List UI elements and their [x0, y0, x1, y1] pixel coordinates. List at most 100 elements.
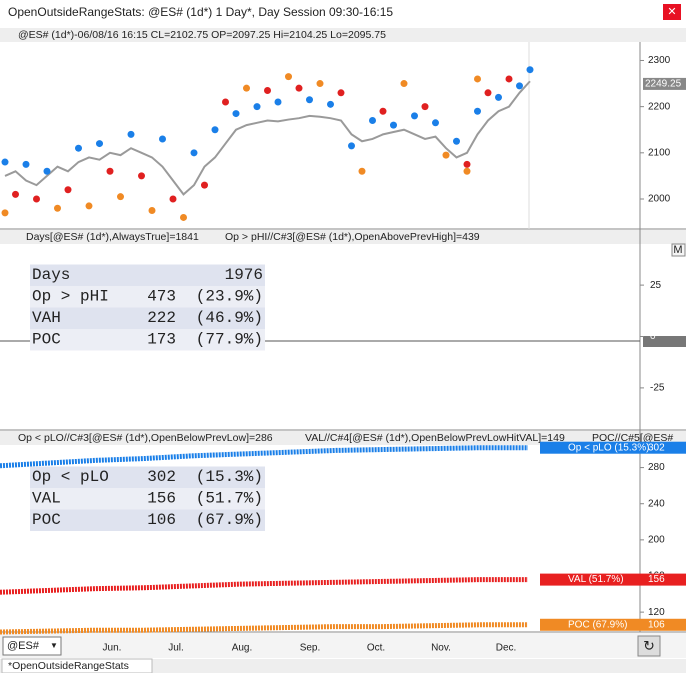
series-name: POC (67.9%): [568, 619, 627, 630]
signal-dot: [505, 75, 513, 83]
signal-dot: [54, 204, 61, 212]
last-price-label: 2249.25: [645, 79, 682, 90]
dropdown-arrow: ▼: [50, 641, 58, 650]
signal-dot: [337, 89, 345, 97]
refresh-button[interactable]: [637, 635, 661, 657]
row-percent: (51.7%): [196, 490, 263, 508]
signal-dot: [211, 126, 219, 134]
signal-dot: [369, 116, 376, 124]
y-tick-label: 2100: [648, 147, 671, 158]
signal-dot: [484, 89, 492, 97]
y-tick-label: 200: [648, 534, 665, 545]
max-icon: M: [673, 244, 682, 256]
row-label: VAL: [32, 490, 61, 508]
x-tick-label: Jul.: [168, 643, 184, 654]
row-label: Op > pHI: [32, 288, 109, 306]
x-tick-label: Sep.: [300, 643, 321, 654]
series-tag: [540, 573, 686, 586]
row-count: 173: [147, 331, 176, 349]
signal-dot: [516, 82, 523, 90]
table-row: [30, 509, 265, 531]
x-tick-label: Aug.: [232, 643, 253, 654]
table-row: [30, 329, 265, 351]
row-count: 222: [147, 309, 176, 327]
signal-dot: [463, 160, 471, 168]
x-tick-label: Jun.: [103, 643, 122, 654]
signal-dot: [421, 103, 429, 111]
symbol: @ES#: [7, 640, 40, 652]
series-name: Op < pLO (15.3%): [568, 442, 649, 453]
y-tick-label: 2300: [648, 55, 671, 66]
tab[interactable]: [1, 658, 153, 673]
signal-dot: [390, 121, 397, 129]
signal-dot: [253, 103, 261, 111]
signal-dot: [285, 73, 292, 81]
signal-dot: [474, 75, 481, 83]
signal-dot: [495, 93, 502, 101]
signal-dot: [33, 195, 40, 203]
pane-header-text: @ES# (1d*)-06/08/16 16:15 CL=2102.75 OP=…: [18, 29, 386, 41]
table-row: [30, 466, 265, 488]
signal-dot: [379, 107, 387, 115]
signal-dot: [64, 186, 72, 194]
symbol-box[interactable]: [2, 636, 62, 656]
signal-dot: [432, 119, 439, 127]
row-label: VAH: [32, 309, 61, 327]
y-tick-label: 25: [650, 280, 662, 291]
signal-dot: [138, 172, 145, 180]
signal-dot: [316, 80, 324, 88]
row-percent: (77.9%): [196, 331, 263, 349]
row-count: 473: [147, 288, 176, 306]
signal-dot: [117, 193, 124, 201]
signal-dot: [22, 160, 30, 168]
series-tag: [540, 618, 686, 631]
signal-dot: [43, 167, 51, 175]
x-tick-label: Nov.: [431, 643, 451, 654]
signal-dot: [264, 86, 271, 94]
tab-label: *OpenOutsideRangeStats: [8, 660, 129, 672]
x-tick-label: Oct.: [367, 643, 385, 654]
signal-dot: [243, 84, 250, 92]
pane-header-text: Op > pHI//C#3[@ES# (1d*),OpenAbovePrevHi…: [225, 231, 480, 243]
row-label: POC: [32, 511, 61, 529]
pane-header: [0, 230, 686, 244]
table-row: [30, 307, 265, 329]
signal-dot: [1, 209, 9, 217]
tab-bar: [0, 659, 686, 673]
y-tick-label: 2000: [648, 194, 671, 205]
table-row: [30, 488, 265, 510]
row-percent: (67.9%): [196, 511, 263, 529]
x-axis-bar: [0, 633, 686, 658]
pane-header-text: VAL//C#4[@ES# (1d*),OpenBelowPrevLowHitV…: [305, 432, 565, 444]
signal-dot: [274, 98, 282, 106]
max-button[interactable]: [671, 243, 686, 257]
signal-dot: [400, 80, 408, 88]
table-row: [30, 264, 265, 286]
close-button[interactable]: [663, 4, 681, 20]
series-name: VAL (51.7%): [568, 574, 624, 585]
y-tick-label: 240: [648, 498, 665, 509]
signal-dot: [85, 202, 93, 210]
signal-dot: [180, 213, 187, 221]
signal-dot: [526, 66, 534, 74]
y-tick-label: 120: [648, 607, 665, 618]
table-row: [30, 286, 265, 308]
row-count: 106: [147, 511, 176, 529]
x-tick-label: Dec.: [496, 643, 517, 654]
signal-dot: [148, 207, 156, 215]
pane-header: [0, 28, 686, 42]
series-tag: [540, 441, 686, 454]
row-count: 1976: [225, 266, 263, 284]
signal-dot: [75, 144, 82, 152]
title-bar: [0, 0, 686, 26]
row-label: POC: [32, 331, 61, 349]
signal-dot: [159, 135, 166, 143]
last-price-box: [643, 77, 686, 90]
signal-dot: [127, 130, 135, 138]
signal-dot: [327, 100, 334, 108]
y-tick-label: -25: [650, 383, 665, 394]
signal-dot: [96, 140, 103, 148]
signal-dot: [348, 142, 355, 150]
signal-dot: [442, 151, 450, 159]
